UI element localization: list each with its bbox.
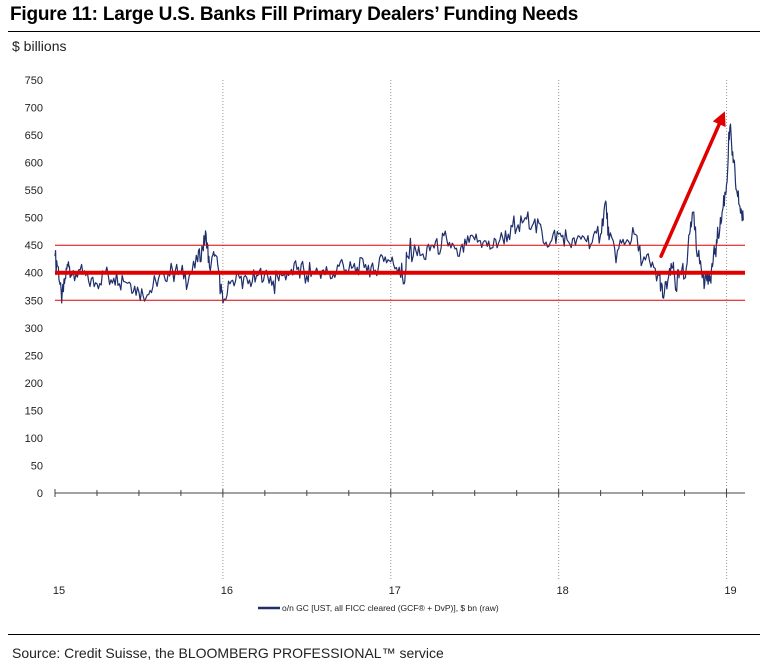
title-divider	[8, 31, 760, 32]
y-tick-label-150: 150	[25, 405, 43, 417]
x-tick-label-15: 15	[53, 585, 65, 597]
y-tick-label-400: 400	[25, 268, 43, 280]
chart-title: Figure 11: Large U.S. Banks Fill Primary…	[10, 4, 579, 25]
y-tick-label-550: 550	[25, 185, 43, 197]
y-tick-label-100: 100	[25, 433, 43, 445]
y-axis-label: $ billions	[12, 38, 67, 54]
y-tick-label-350: 350	[25, 295, 43, 307]
reference-lines	[55, 244, 745, 301]
y-tick-label-200: 200	[25, 378, 43, 390]
arrow-shaft	[659, 122, 721, 258]
y-tick-label-0: 0	[37, 488, 43, 500]
series-group	[54, 123, 744, 304]
y-tick-labels: 0 50 100 150 200 250 300 350 400 450 500 550 600 650 7…	[25, 75, 43, 500]
legend-label: o/n GC [UST, all FICC cleared (GCF® + Dv…	[282, 603, 499, 613]
y-tick-label-450: 450	[25, 240, 43, 252]
x-tick-label-16: 16	[221, 585, 233, 597]
y-tick-label-750: 750	[25, 75, 43, 87]
annotations	[659, 111, 726, 258]
x-axis	[54, 489, 745, 497]
series-line	[54, 123, 744, 304]
y-tick-label-50: 50	[31, 460, 43, 472]
source-note: Source: Credit Suisse, the BLOOMBERG PRO…	[12, 645, 444, 661]
y-tick-label-650: 650	[25, 130, 43, 142]
y-tick-label-250: 250	[25, 350, 43, 362]
legend: o/n GC [UST, all FICC cleared (GCF® + Dv…	[258, 603, 499, 613]
y-tick-label-500: 500	[25, 213, 43, 225]
line-chart: 0 50 100 150 200 250 300 350 400 450 500 550 600 650 7…	[25, 75, 745, 613]
arrow-head	[712, 111, 726, 128]
y-tick-label-300: 300	[25, 323, 43, 335]
footer-divider	[8, 634, 760, 635]
y-tick-label-700: 700	[25, 103, 43, 115]
x-tick-label-18: 18	[557, 585, 569, 597]
x-tick-labels: 15 16 17 18 19	[53, 585, 737, 597]
gridlines	[222, 80, 728, 580]
x-tick-label-19: 19	[724, 585, 736, 597]
y-tick-label-600: 600	[25, 158, 43, 170]
x-tick-label-17: 17	[389, 585, 401, 597]
